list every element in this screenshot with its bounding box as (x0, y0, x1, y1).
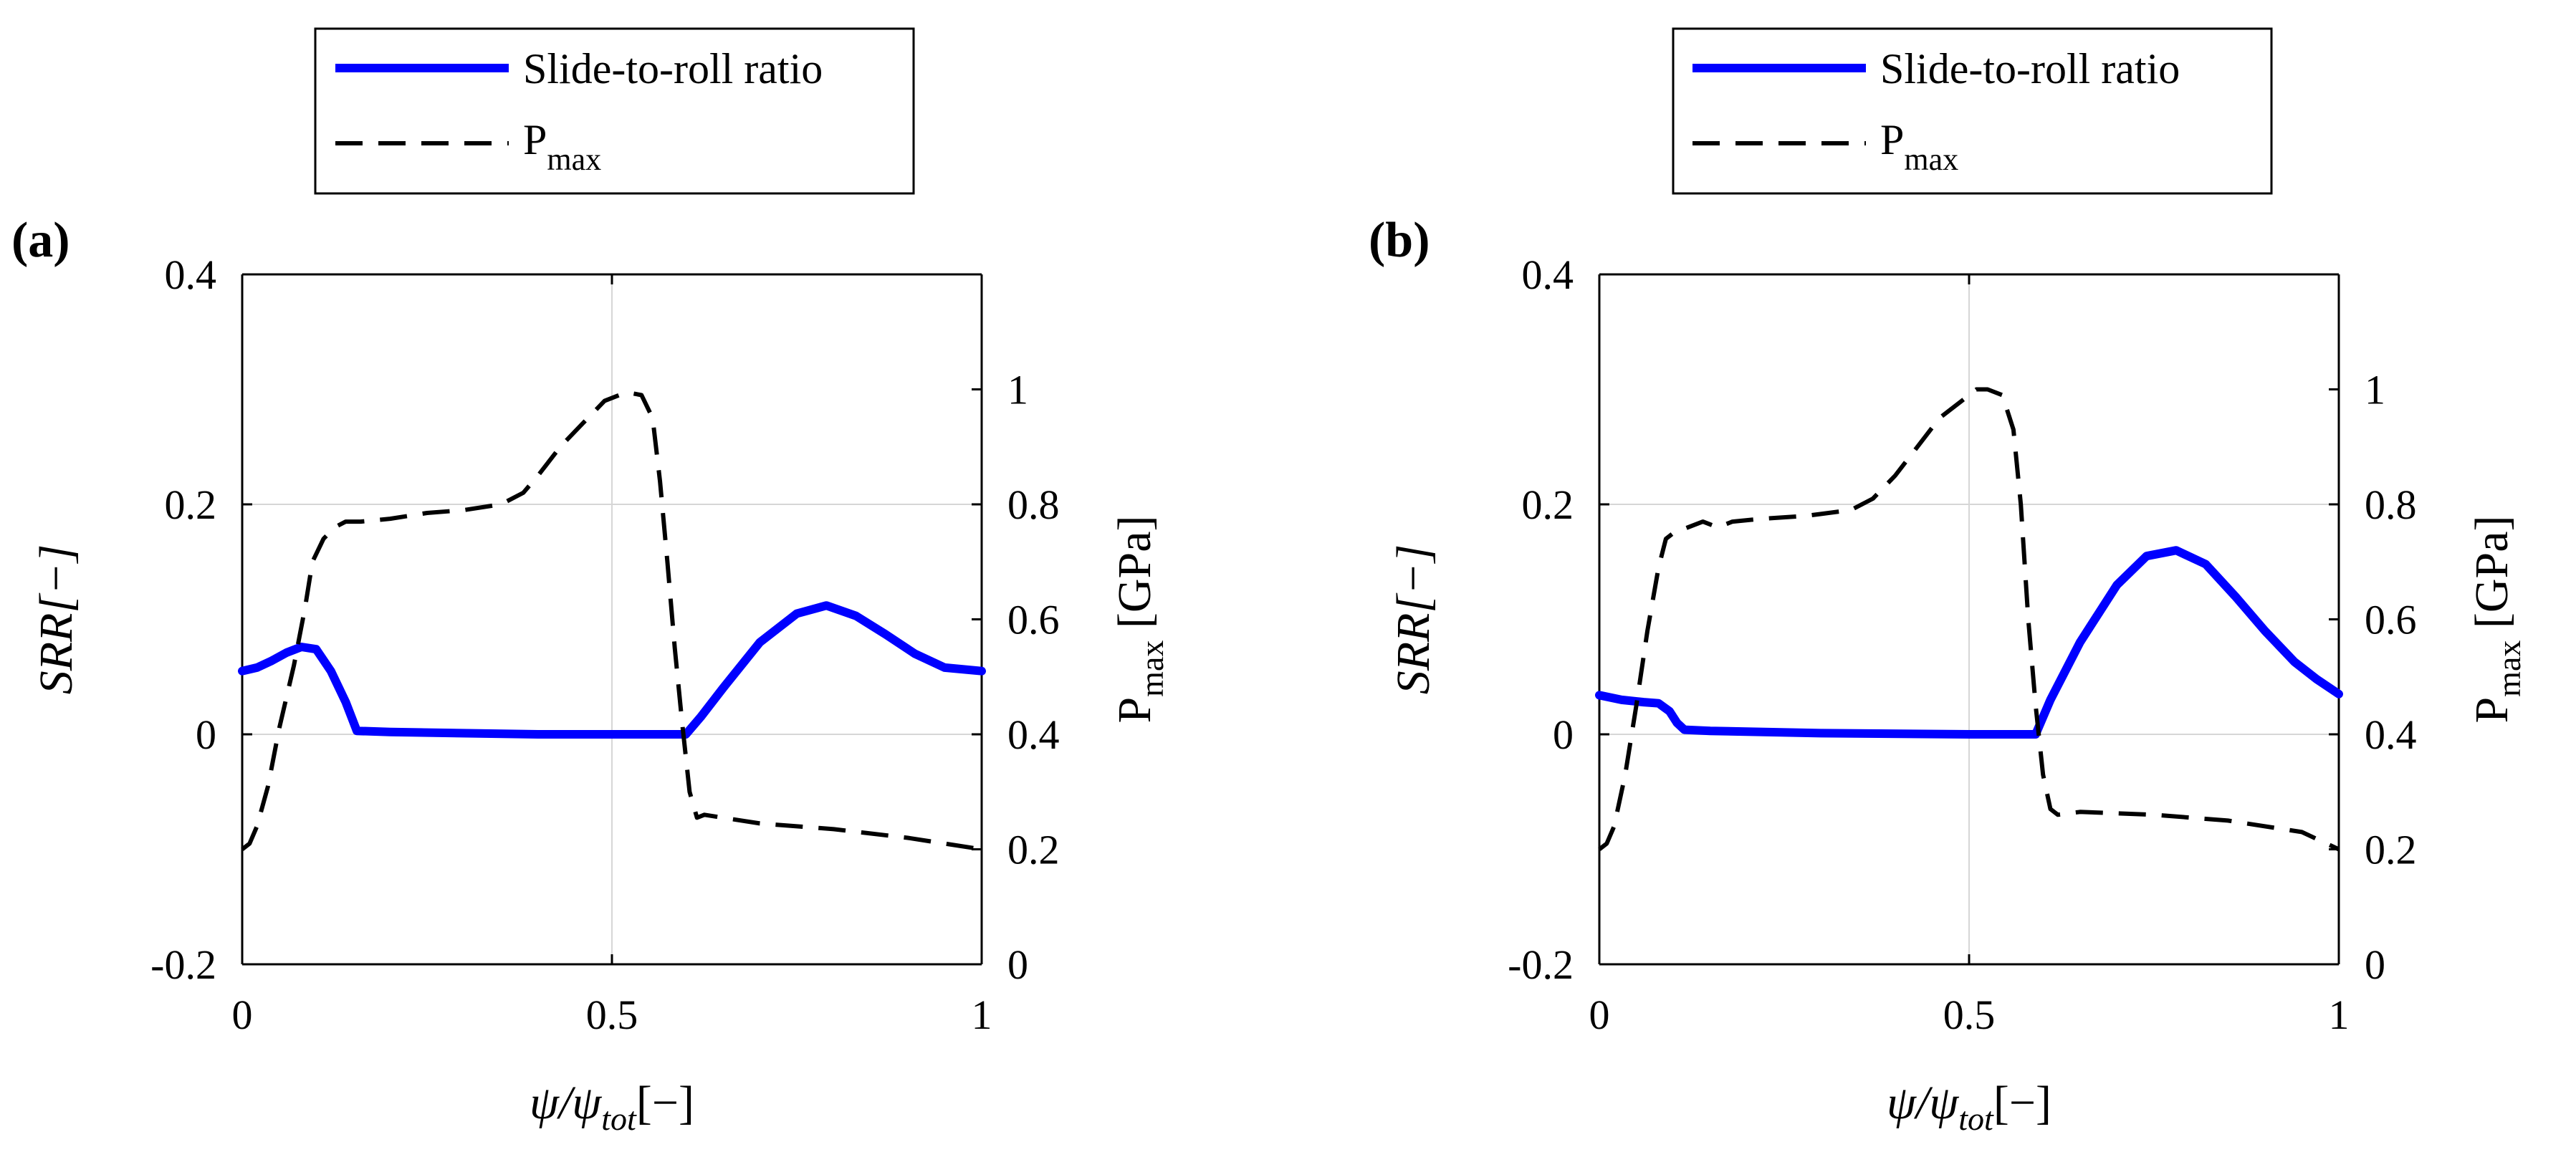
x-tick-label: 0.5 (1943, 992, 1996, 1038)
legend-b: Slide-to-roll ratio Pmax (1672, 27, 2273, 195)
x-axis-label-main: ψ/ψ (1887, 1077, 1959, 1129)
legend-label-srr: Slide-to-roll ratio (523, 45, 823, 92)
panel-label: (a) (11, 213, 70, 268)
y-left-tick-label: 0 (196, 711, 216, 758)
series-line-pmax (1598, 387, 2340, 852)
x-tick-label: 1 (2329, 992, 2350, 1038)
x-axis-label-suffix: [−] (1993, 1077, 2051, 1129)
y-left-tick-label: 0.4 (1522, 251, 1574, 298)
y-left-tick-label: 0.2 (1522, 481, 1574, 528)
x-axis-label-main: ψ/ψ (530, 1077, 602, 1129)
series-line-pmax (241, 390, 982, 852)
y-left-tick-label: -0.2 (150, 941, 216, 988)
legend-box (1672, 27, 2273, 195)
y-right-tick-label: 0.6 (2365, 597, 2417, 643)
x-axis-label-suffix: [−] (636, 1077, 694, 1129)
y-right-tick-label: 0.4 (1007, 711, 1060, 758)
y-left-tick-label: 0 (1553, 711, 1574, 758)
legend-label-srr: Slide-to-roll ratio (1880, 45, 2180, 92)
y-right-tick-label: 0.8 (2365, 481, 2417, 528)
y-left-tick-label: 0.4 (165, 251, 217, 298)
y-right-tick-label: 0 (2365, 941, 2385, 988)
y-axis-label-right-suffix: [GPa] (1109, 515, 1161, 640)
x-axis-label: ψ/ψtot[−] (530, 1077, 694, 1137)
y-right-tick-label: 0.8 (1007, 481, 1060, 528)
y-right-tick-label: 0.2 (1007, 827, 1060, 873)
y-right-tick-label: 0.4 (2365, 711, 2417, 758)
chart-panel-a: 0 0.5 1-0.200.20.400.20.40.60.81(a)ψ/ψtot[… (11, 213, 1170, 1137)
legend-pmax-main: P (523, 116, 547, 163)
y-left-tick-label: -0.2 (1508, 941, 1574, 988)
legend-box (314, 27, 915, 195)
x-tick-label: 0 (232, 992, 253, 1038)
series-line-srr (1595, 546, 2343, 739)
x-axis-label-sub: tot (601, 1100, 637, 1137)
y-axis-label-left: SRR[−] (30, 544, 82, 695)
series-line-srr (238, 601, 986, 739)
panel-label: (b) (1369, 213, 1430, 268)
y-right-tick-label: 1 (1007, 367, 1028, 413)
y-right-tick-label: 0.6 (1007, 597, 1060, 643)
y-right-tick-label: 1 (2365, 367, 2385, 413)
y-axis-label-left: SRR[−] (1387, 544, 1440, 695)
x-tick-label: 0.5 (586, 992, 638, 1038)
legend-pmax-sub: max (547, 142, 601, 177)
x-axis-label: ψ/ψtot[−] (1887, 1077, 2051, 1137)
chart-panel-b: 0 0.5 1-0.200.20.400.20.40.60.81(b)ψ/ψtot[… (1369, 213, 2527, 1137)
y-axis-label-right-main: P (1109, 697, 1161, 724)
x-tick-label: 1 (972, 992, 992, 1038)
y-axis-label-right-sub: max (1134, 640, 1170, 697)
y-left-tick-label: 0.2 (165, 481, 217, 528)
legend-pmax-sub: max (1904, 142, 1958, 177)
legend-label-pmax: Pmax (1880, 116, 1958, 177)
legend-label-pmax: Pmax (523, 116, 601, 177)
x-axis-label-sub: tot (1958, 1100, 1994, 1137)
y-axis-label-right: Pmax [GPa] (2466, 515, 2527, 723)
y-axis-label-right-sub: max (2491, 640, 2527, 697)
y-right-tick-label: 0.2 (2365, 827, 2417, 873)
y-axis-label-right-suffix: [GPa] (2466, 515, 2518, 640)
y-right-tick-label: 0 (1007, 941, 1028, 988)
legend-a: Slide-to-roll ratio Pmax (314, 27, 915, 195)
y-axis-label-right: Pmax [GPa] (1109, 515, 1170, 723)
y-axis-label-right-main: P (2466, 697, 2518, 724)
legend-pmax-main: P (1880, 116, 1904, 163)
x-tick-label: 0 (1589, 992, 1610, 1038)
